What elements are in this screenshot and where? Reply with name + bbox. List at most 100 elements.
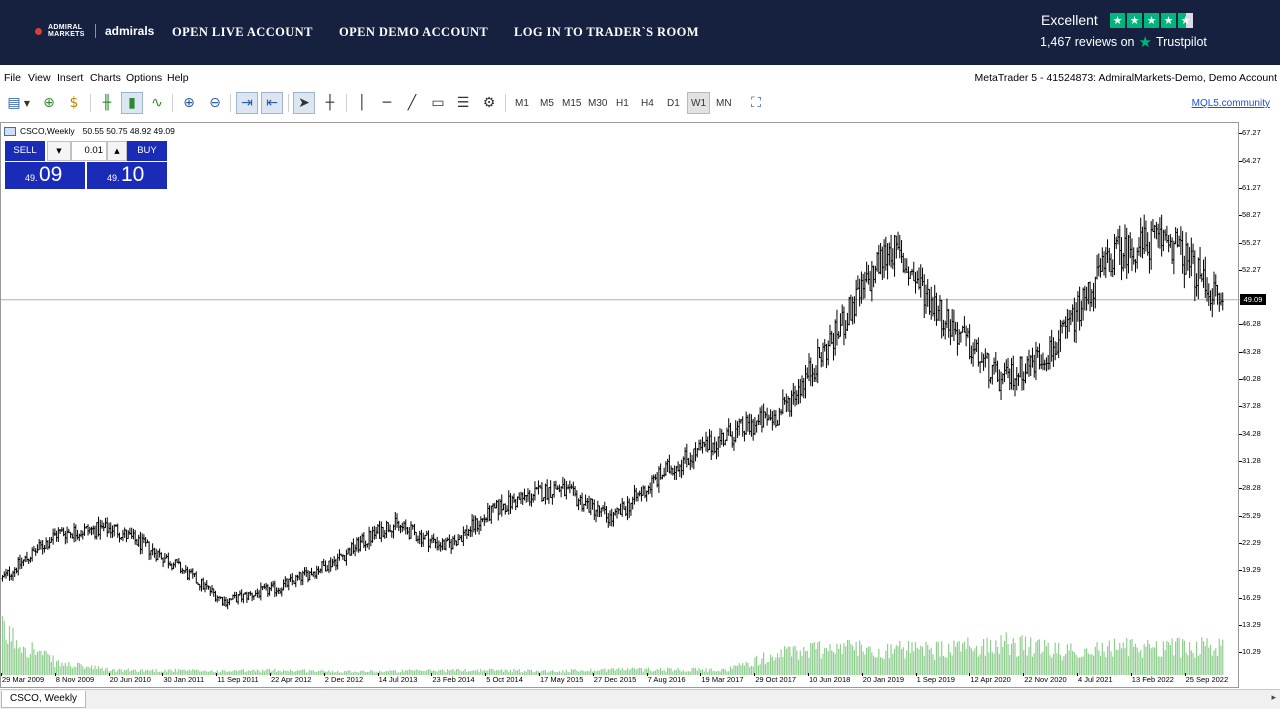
lot-decrease-button[interactable]: ▼ xyxy=(47,141,71,161)
ohlc-bar xyxy=(1078,286,1081,331)
menu-options[interactable]: Options xyxy=(126,72,163,84)
ohlc-bar xyxy=(909,271,912,279)
ohlc-bar xyxy=(458,534,461,540)
ohlc-bar xyxy=(1185,232,1188,275)
zoom-in-icon[interactable]: ⊕ xyxy=(183,95,195,111)
text-label-icon[interactable]: ▭ xyxy=(431,95,445,111)
lot-size-input[interactable]: 0.01 xyxy=(71,141,107,161)
line-chart-icon[interactable]: ∿ xyxy=(151,95,163,111)
time-axis-tick xyxy=(485,673,487,676)
open-live-account-link[interactable]: OPEN LIVE ACCOUNT xyxy=(172,25,313,39)
buy-button[interactable]: BUY xyxy=(127,141,167,161)
candlestick-icon[interactable]: ▮ xyxy=(121,92,143,114)
ohlc-bar xyxy=(169,561,172,567)
menu-charts[interactable]: Charts xyxy=(90,72,121,84)
menu-insert[interactable]: Insert xyxy=(57,72,84,84)
ohlc-bar xyxy=(134,529,137,545)
time-axis-tick xyxy=(592,673,594,676)
timeframe-mn[interactable]: MN xyxy=(716,98,732,109)
ohlc-bar xyxy=(923,274,926,318)
ohlc-bar xyxy=(628,498,631,519)
ohlc-bar xyxy=(975,339,978,352)
timeframe-h1[interactable]: H1 xyxy=(616,98,629,109)
mql5-community-link[interactable]: MQL5.community xyxy=(1191,98,1270,109)
ohlc-bar xyxy=(85,525,88,529)
timeframe-m5[interactable]: M5 xyxy=(540,98,554,109)
ohlc-bar xyxy=(622,501,625,510)
ohlc-bar xyxy=(1096,254,1099,280)
ohlc-bar xyxy=(186,566,189,580)
cursor-icon[interactable]: ➤ xyxy=(293,92,315,114)
menu-file[interactable]: File xyxy=(4,72,21,84)
timeframe-m1[interactable]: M1 xyxy=(515,98,529,109)
timeframe-m15[interactable]: M15 xyxy=(562,98,582,109)
toolbar-separator xyxy=(346,94,347,112)
buy-price-button[interactable]: 49. 10 xyxy=(87,162,167,189)
lot-increase-button[interactable]: ▲ xyxy=(107,141,127,161)
chart-canvas[interactable]: CSCO,Weekly 50.55 50.75 48.92 49.09 SELL… xyxy=(0,122,1240,688)
price-axis-tick xyxy=(1239,379,1242,381)
chart-tab-csco-weekly[interactable]: CSCO, Weekly xyxy=(1,691,87,708)
ohlc-bar xyxy=(1197,257,1200,300)
vertical-line-icon[interactable]: │ xyxy=(357,95,367,111)
ohlc-bar xyxy=(165,554,168,559)
tab-scroll-right-icon[interactable]: ▸ xyxy=(1271,693,1276,703)
timeframe-d1[interactable]: D1 xyxy=(667,98,680,109)
price-axis[interactable]: 67.27 64.27 61.27 58.27 55.27 52.27 46.28 43.28… xyxy=(1239,122,1280,688)
trustpilot-reviews[interactable]: 1,467 reviews on ★ Trustpilot xyxy=(1040,33,1207,51)
elliott-wave-icon[interactable]: ⚙ xyxy=(482,95,496,111)
timeframe-m30[interactable]: M30 xyxy=(588,98,608,109)
ohlc-bar xyxy=(148,541,151,561)
sell-price-button[interactable]: 49. 09 xyxy=(5,162,85,189)
ohlc-bar xyxy=(347,547,350,555)
ohlc-bar xyxy=(947,308,950,338)
ohlc-bar xyxy=(259,582,262,601)
open-demo-account-link[interactable]: OPEN DEMO ACCOUNT xyxy=(339,25,489,39)
crosshair-icon[interactable]: ┼ xyxy=(325,95,335,111)
menu-view[interactable]: View xyxy=(28,72,51,84)
ohlc-bar xyxy=(1221,292,1224,311)
ohlc-bar xyxy=(1195,273,1198,297)
new-order-icon[interactable]: ⊕ xyxy=(43,95,55,111)
menu-help[interactable]: Help xyxy=(167,72,189,84)
fullscreen-icon[interactable]: ⛶ xyxy=(751,95,761,111)
admirals-logo[interactable]: ADMIRAL MARKETS admirals xyxy=(35,24,154,38)
timeframe-h4[interactable]: H4 xyxy=(641,98,654,109)
ohlc-bar xyxy=(492,503,495,513)
ohlc-bar xyxy=(202,577,205,590)
ohlc-bar xyxy=(668,454,671,474)
ohlc-bar xyxy=(176,558,179,563)
new-chart-icon[interactable]: ▤ xyxy=(7,95,21,111)
fibonacci-icon[interactable]: ☰ xyxy=(456,95,470,111)
time-axis-label: 4 Jul 2021 xyxy=(1078,675,1113,684)
ohlc-bar xyxy=(855,279,858,317)
ohlc-bar xyxy=(354,544,357,557)
bar-chart-icon[interactable]: ╫ xyxy=(102,95,112,111)
time-axis[interactable]: 29 Mar 2009 8 Nov 2009 20 Jun 2010 30 Jan 2… xyxy=(0,673,1240,688)
ohlc-bar xyxy=(731,431,734,448)
ohlc-bar xyxy=(31,547,34,562)
trendline-icon[interactable]: ╱ xyxy=(407,95,417,111)
auto-scroll-icon[interactable]: ⇥ xyxy=(236,92,258,114)
time-axis-label: 20 Jan 2019 xyxy=(862,675,905,684)
ohlc-bar xyxy=(746,414,749,432)
dropdown-arrow-icon[interactable]: ▼ xyxy=(23,98,31,108)
chart-shift-icon[interactable]: ⇤ xyxy=(261,92,283,114)
ohlc-bar xyxy=(851,296,854,325)
zoom-out-icon[interactable]: ⊖ xyxy=(209,95,221,111)
ohlc-bar xyxy=(959,331,962,343)
sell-button[interactable]: SELL xyxy=(5,141,45,161)
market-watch-icon[interactable]: $ xyxy=(69,95,79,111)
ohlc-bar xyxy=(1,575,4,582)
ohlc-bar xyxy=(820,352,823,368)
horizontal-line-icon[interactable]: ─ xyxy=(382,95,392,111)
price-axis-tick xyxy=(1239,433,1242,435)
traders-room-login-link[interactable]: LOG IN TO TRADER`S ROOM xyxy=(514,25,699,39)
timeframe-w1[interactable]: W1 xyxy=(687,92,710,114)
ohlc-bar xyxy=(423,534,426,540)
ohlc-bar xyxy=(926,279,929,307)
ohlc-bar xyxy=(547,487,550,504)
ohlc-bar xyxy=(403,521,406,531)
ohlc-bar xyxy=(1146,232,1149,256)
ohlc-bar xyxy=(1106,239,1109,264)
